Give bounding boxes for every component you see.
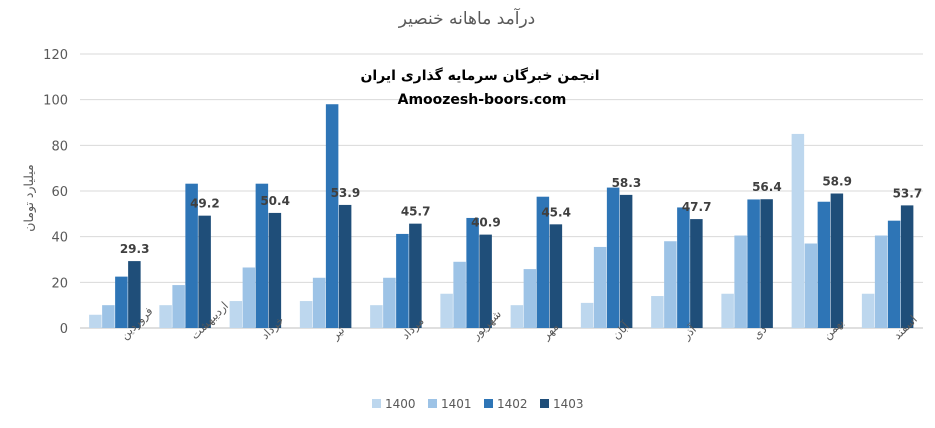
bar-1403 <box>900 205 914 328</box>
data-label: 53.9 <box>331 186 361 200</box>
bar-1400 <box>299 301 313 328</box>
bar-1403 <box>479 234 492 328</box>
bar-1402 <box>115 276 128 328</box>
data-label: 49.2 <box>190 197 220 211</box>
bar-1401 <box>453 261 466 328</box>
data-label: 45.7 <box>401 205 431 219</box>
legend-swatch-1402 <box>484 399 493 408</box>
bar-1400 <box>510 305 524 328</box>
data-label: 47.7 <box>682 200 712 214</box>
legend-swatch-1401 <box>428 399 437 408</box>
data-label: 45.4 <box>541 205 571 219</box>
data-label: 53.7 <box>893 186 923 200</box>
y-tick-label: 80 <box>51 139 68 154</box>
bar-1402 <box>887 220 901 328</box>
data-label: 40.9 <box>471 216 501 230</box>
bar-1401 <box>172 285 185 328</box>
bar-1403 <box>198 215 211 328</box>
bar-1402 <box>606 187 620 328</box>
bar-1402 <box>396 233 409 328</box>
bar-1400 <box>89 314 102 328</box>
bar-1403 <box>549 224 563 328</box>
bar-1401 <box>804 243 818 328</box>
bar-1402 <box>747 199 760 328</box>
bar-1400 <box>580 302 594 328</box>
y-tick-label: 40 <box>51 231 68 246</box>
y-axis-ticks: 0 20 40 60 80 100 120 <box>43 48 68 337</box>
watermark-line2: Amoozesh-boors.com <box>398 92 567 108</box>
legend-label-1403: 1403 <box>553 397 584 411</box>
bar-1403 <box>690 219 703 328</box>
bar-1400 <box>791 133 805 328</box>
bar-1401 <box>593 246 607 328</box>
bar-1402 <box>817 201 831 328</box>
bar-1403 <box>409 223 422 328</box>
bar-1401 <box>874 235 888 328</box>
bar-1400 <box>861 293 875 328</box>
y-tick-label: 100 <box>43 94 68 109</box>
y-tick-label: 60 <box>51 185 68 200</box>
legend-swatch-1403 <box>540 399 549 408</box>
data-label: 58.3 <box>612 176 642 190</box>
bar-1401 <box>312 277 326 328</box>
gridlines <box>80 53 923 329</box>
chart-title: درآمد ماهانه خنصیر <box>398 7 536 29</box>
bar-1401 <box>664 241 677 328</box>
bar-1400 <box>229 301 243 328</box>
bar-1403 <box>268 212 282 328</box>
bar-1403 <box>760 199 773 328</box>
bar-1402 <box>536 196 550 328</box>
bar-1401 <box>523 269 537 328</box>
y-tick-label: 120 <box>43 48 68 63</box>
bar-1400 <box>651 296 664 328</box>
data-label: 50.4 <box>260 194 290 208</box>
bars <box>89 104 914 328</box>
bar-1402 <box>255 183 269 328</box>
bar-1403 <box>830 193 844 328</box>
y-axis-label: میلیارد تومان <box>21 164 37 231</box>
bar-1402 <box>325 104 339 328</box>
bar-1400 <box>721 293 734 328</box>
bar-1401 <box>383 277 396 328</box>
bar-1402 <box>185 183 198 328</box>
bar-1400 <box>440 293 453 328</box>
legend-label-1401: 1401 <box>441 397 472 411</box>
y-tick-label: 0 <box>60 322 68 337</box>
watermark-line1: انجمن خبرگان سرمایه گذاری ایران <box>360 67 599 84</box>
data-label: 56.4 <box>752 180 782 194</box>
bar-1400 <box>370 305 383 328</box>
data-label: 58.9 <box>822 175 852 189</box>
bar-1403 <box>338 204 352 328</box>
legend-label-1400: 1400 <box>385 397 416 411</box>
bar-1402 <box>677 207 690 328</box>
bar-1402 <box>466 217 479 328</box>
legend: 1400 1401 1402 1403 <box>372 397 584 411</box>
legend-swatch-1400 <box>372 399 381 408</box>
data-labels: 29.3 49.2 50.4 53.9 45.7 40.9 45.4 58.3 47.7 56.4… <box>120 175 922 257</box>
bar-1401 <box>102 305 115 328</box>
bar-1401 <box>734 235 747 328</box>
bar-1400 <box>159 305 172 328</box>
bar-1401 <box>242 267 256 328</box>
bar-1403 <box>619 194 633 328</box>
legend-label-1402: 1402 <box>497 397 528 411</box>
y-tick-label: 20 <box>51 276 68 291</box>
data-label: 29.3 <box>120 242 150 256</box>
bar-1403 <box>128 261 141 328</box>
